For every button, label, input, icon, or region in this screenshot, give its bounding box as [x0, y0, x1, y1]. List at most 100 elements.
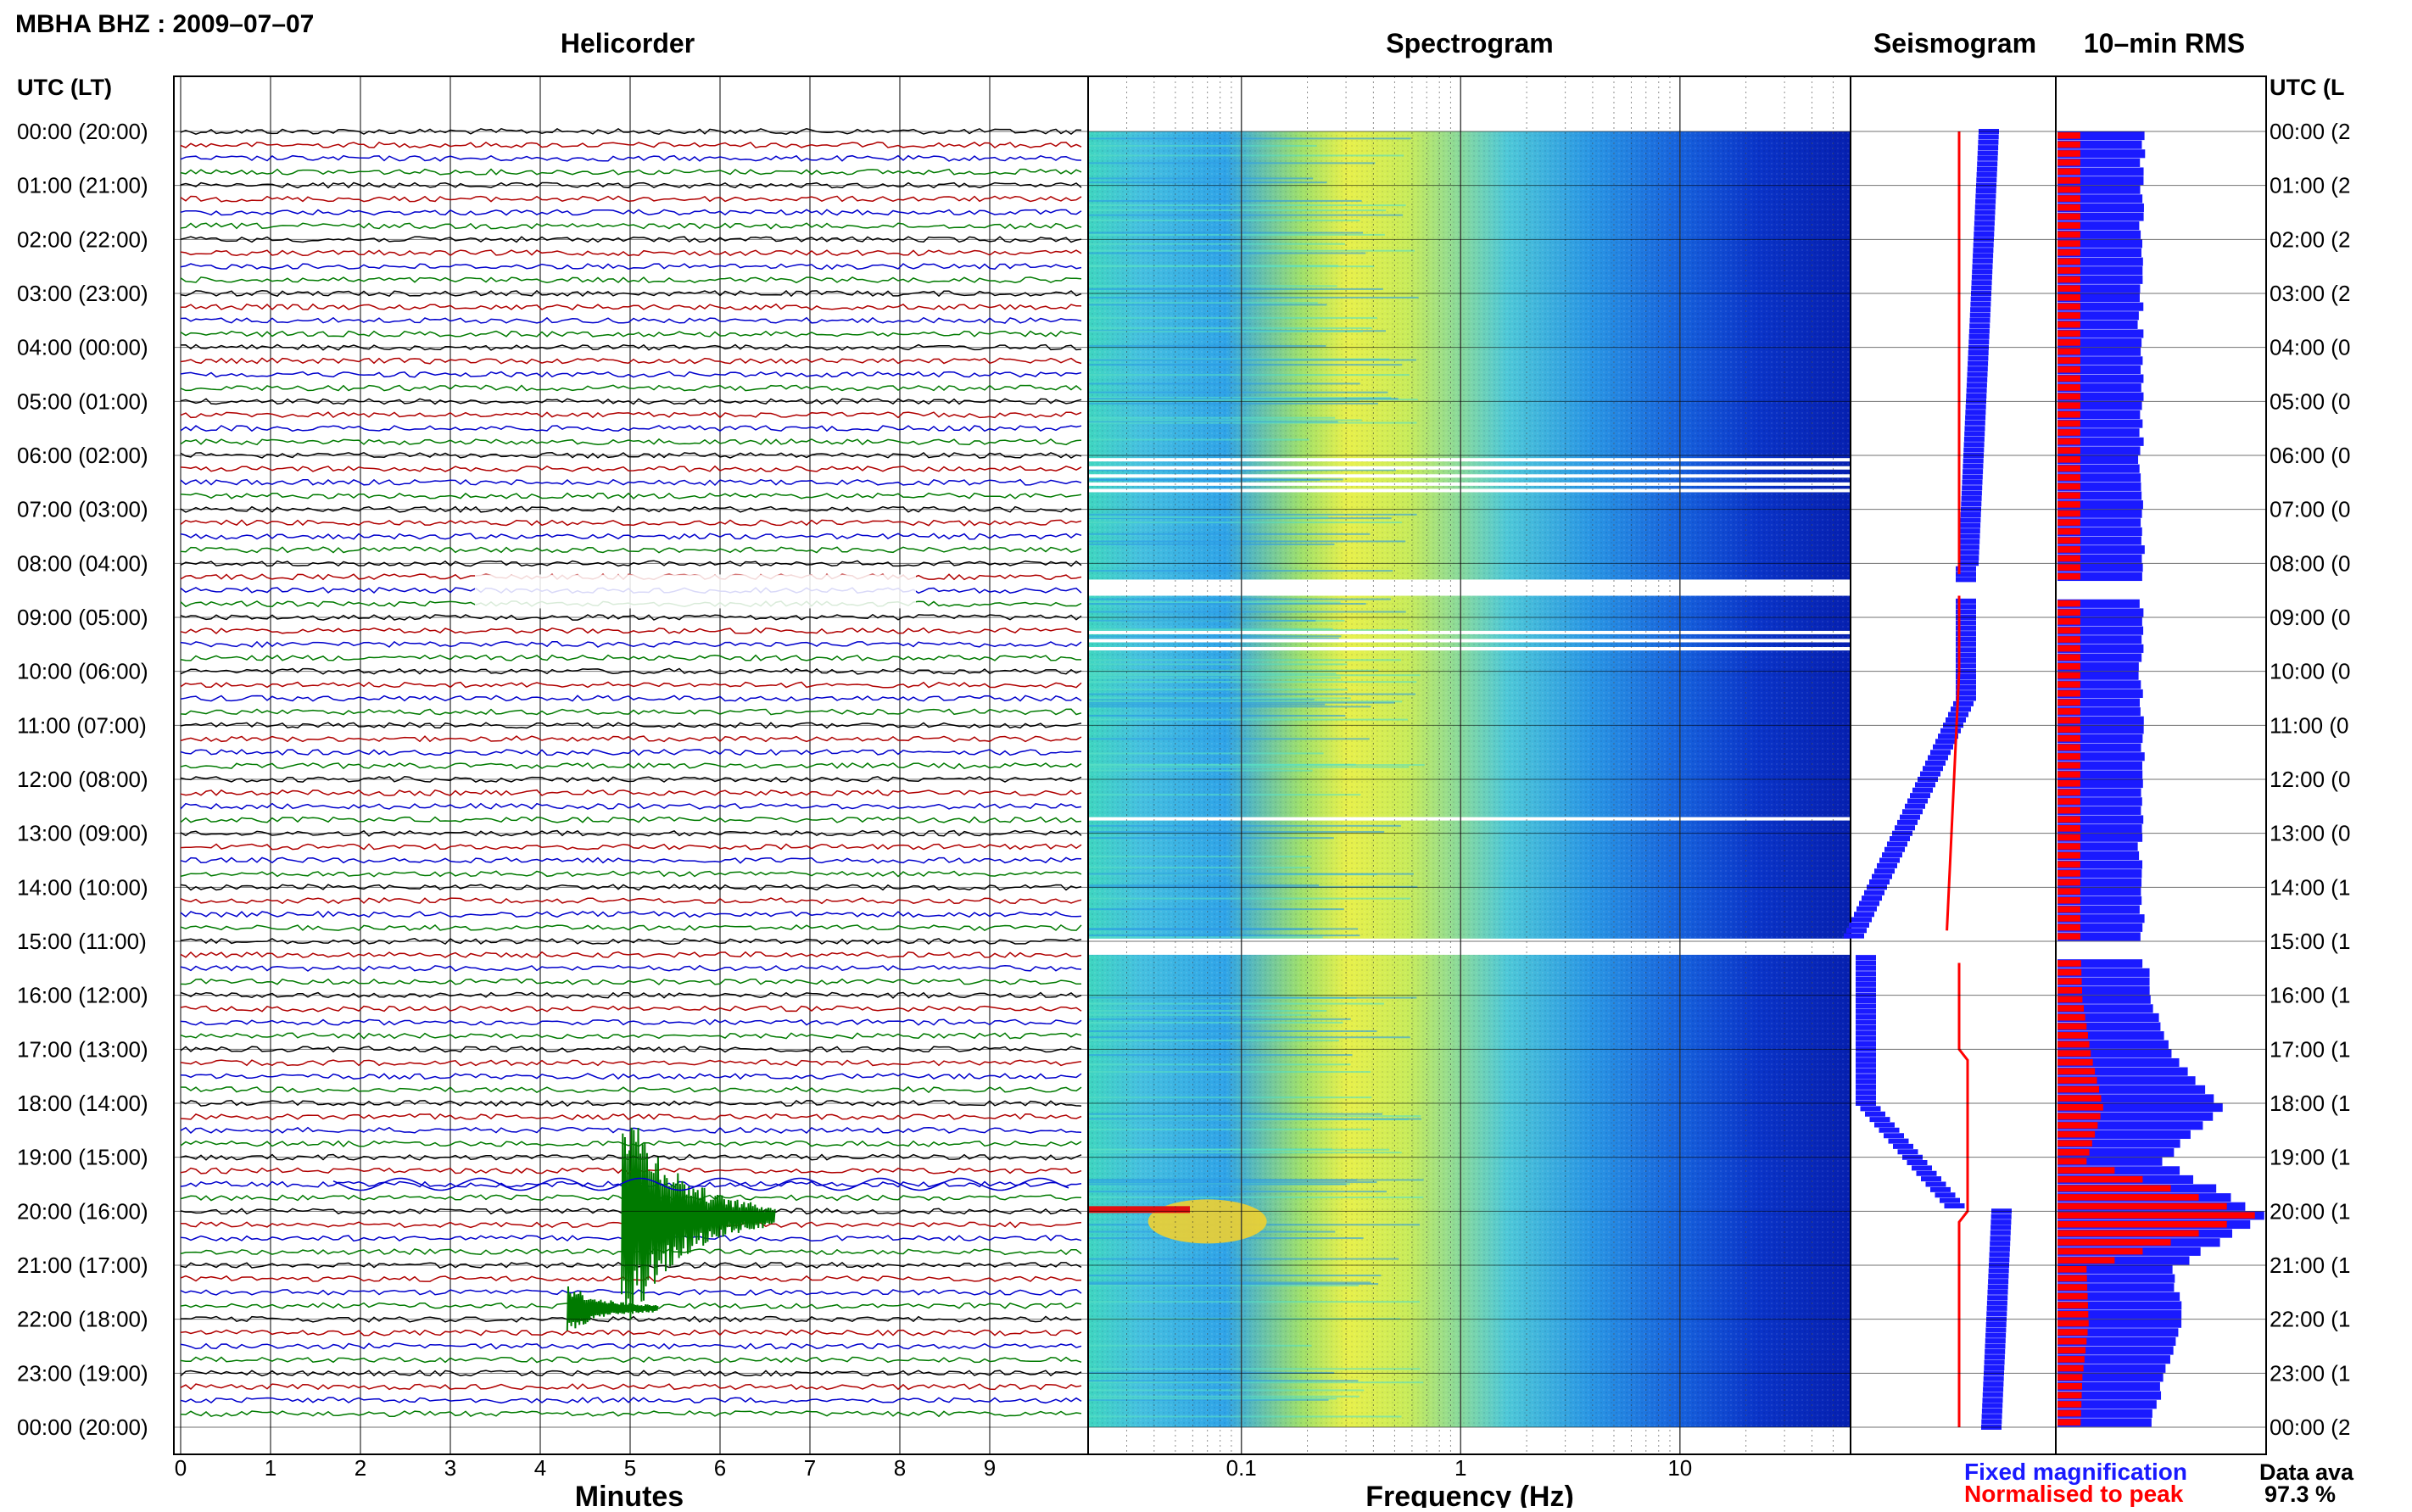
helicorder-trace	[180, 195, 1082, 203]
rms-normalised-bar	[2057, 365, 2080, 373]
rms-fixed-bar	[2057, 959, 2143, 968]
time-label-left: 03:00 (23:00)	[17, 281, 148, 306]
spectrogram-band	[1088, 824, 1401, 827]
spectrogram-band	[1088, 1071, 1371, 1074]
rms-normalised-bar	[2057, 1364, 2084, 1372]
time-label-right: 15:00 (1	[2270, 929, 2350, 954]
rms-normalised-bar	[2057, 834, 2080, 841]
helicorder-trace	[180, 141, 1082, 149]
rms-fixed-bar	[2057, 851, 2140, 860]
rms-normalised-bar	[2057, 501, 2080, 508]
rms-fixed-bar	[2057, 1112, 2214, 1121]
spectrogram-band	[1088, 204, 1406, 207]
helicorder-trace	[180, 1329, 1082, 1336]
rms-normalised-bar	[2057, 1409, 2081, 1417]
spectrogram-band	[1088, 304, 1327, 306]
rms-normalised-bar	[2057, 1320, 2089, 1327]
spectrogram-band	[1088, 181, 1327, 184]
rms-fixed-bar	[2057, 671, 2139, 680]
time-label-right: 21:00 (1	[2270, 1253, 2350, 1278]
frequency-tick-label: 0.1	[1226, 1455, 1257, 1481]
spectrogram-band	[1088, 287, 1383, 290]
rms-normalised-bar	[2057, 1212, 2255, 1219]
rms-normalised-bar	[2057, 888, 2080, 895]
spectrogram-band	[1088, 1179, 1358, 1181]
rms-fixed-bar	[2057, 509, 2142, 518]
spectrogram-band	[1088, 516, 1329, 519]
rms-normalised-bar	[2057, 708, 2080, 715]
spectrogram-band	[1088, 897, 1411, 900]
spectrogram-band	[1088, 677, 1342, 679]
rms-normalised-bar	[2057, 1302, 2088, 1309]
rms-fixed-bar	[2057, 1040, 2169, 1049]
rms-fixed-bar	[2057, 194, 2143, 204]
helicorder-trace	[180, 289, 1082, 298]
rms-fixed-bar	[2057, 806, 2141, 815]
spectrogram-band	[1088, 1344, 1312, 1347]
spectrogram-band	[1088, 674, 1421, 677]
rms-fixed-bar	[2057, 383, 2141, 393]
rms-fixed-bar	[2057, 1274, 2175, 1283]
spectrogram-band	[1088, 1002, 1385, 1005]
spectrogram-band	[1088, 296, 1419, 298]
spectrogram-band	[1088, 935, 1360, 937]
rms-fixed-bar	[2057, 212, 2144, 221]
rms-normalised-bar	[2057, 717, 2080, 724]
rms-normalised-bar	[2057, 330, 2080, 338]
rms-fixed-bar	[2057, 662, 2139, 672]
rms-fixed-bar	[2057, 1391, 2162, 1400]
rms-fixed-bar	[2057, 338, 2142, 348]
rms-normalised-bar	[2057, 1068, 2096, 1075]
spectrogram-band	[1088, 752, 1324, 755]
rms-normalised-bar	[2057, 1374, 2083, 1381]
rms-normalised-bar	[2057, 1257, 2115, 1264]
time-label-left: 20:00 (16:00)	[17, 1198, 148, 1224]
spectrogram-band	[1088, 374, 1410, 377]
helicorder-trace	[180, 303, 1082, 311]
time-label-left: 17:00 (13:00)	[17, 1036, 148, 1062]
rms-fixed-bar	[2057, 491, 2142, 500]
rms-normalised-bar	[2057, 393, 2080, 400]
rms-normalised-bar	[2057, 1382, 2082, 1390]
rms-fixed-bar	[2057, 788, 2141, 797]
rms-fixed-bar	[2057, 158, 2141, 167]
rms-fixed-bar	[2057, 1103, 2223, 1113]
spectrogram-band	[1088, 469, 1397, 471]
rms-normalised-bar	[2057, 734, 2080, 742]
spectrogram-band	[1088, 714, 1346, 717]
rms-fixed-bar	[2057, 1057, 2180, 1068]
spectrogram-band	[1088, 601, 1341, 604]
helicorder-trace	[180, 1059, 1082, 1067]
rms-fixed-bar	[2057, 266, 2143, 276]
spectrogram-band	[1088, 398, 1399, 400]
time-label-right: 04:00 (0	[2270, 335, 2350, 360]
spectrogram-band	[1088, 672, 1337, 675]
rms-normalised-bar	[2057, 546, 2080, 553]
rms-normalised-bar	[2057, 806, 2080, 814]
rms-fixed-bar	[2057, 1157, 2163, 1166]
time-label-left: 18:00 (14:00)	[17, 1091, 148, 1116]
rms-normalised-bar	[2057, 987, 2082, 994]
spectrogram-band	[1088, 359, 1417, 361]
time-label-right: 13:00 (0	[2270, 821, 2350, 846]
rms-normalised-bar	[2057, 825, 2080, 832]
spectrogram-band	[1088, 1380, 1359, 1382]
minute-tick-label: 7	[804, 1455, 816, 1481]
rms-fixed-bar	[2057, 1364, 2166, 1373]
time-label-right: 20:00 (1	[2270, 1198, 2350, 1224]
rms-fixed-bar	[2057, 401, 2142, 410]
minute-tick-label: 3	[444, 1455, 456, 1481]
helicorder-trace	[180, 263, 1082, 271]
spectrogram-band	[1088, 543, 1335, 545]
spectrogram-band	[1088, 1128, 1371, 1130]
rms-normalised-bar	[2057, 474, 2080, 481]
helicorder-trace	[180, 749, 1082, 756]
spectrogram-band	[1088, 873, 1414, 875]
spectrogram-band	[1088, 209, 1387, 212]
time-label-right: 00:00 (2	[2270, 1414, 2350, 1440]
spectrogram-band	[1088, 522, 1402, 524]
earthquake-waveform	[621, 1127, 776, 1320]
spectrogram-band	[1088, 1148, 1390, 1151]
rms-frame	[2055, 75, 2267, 1455]
